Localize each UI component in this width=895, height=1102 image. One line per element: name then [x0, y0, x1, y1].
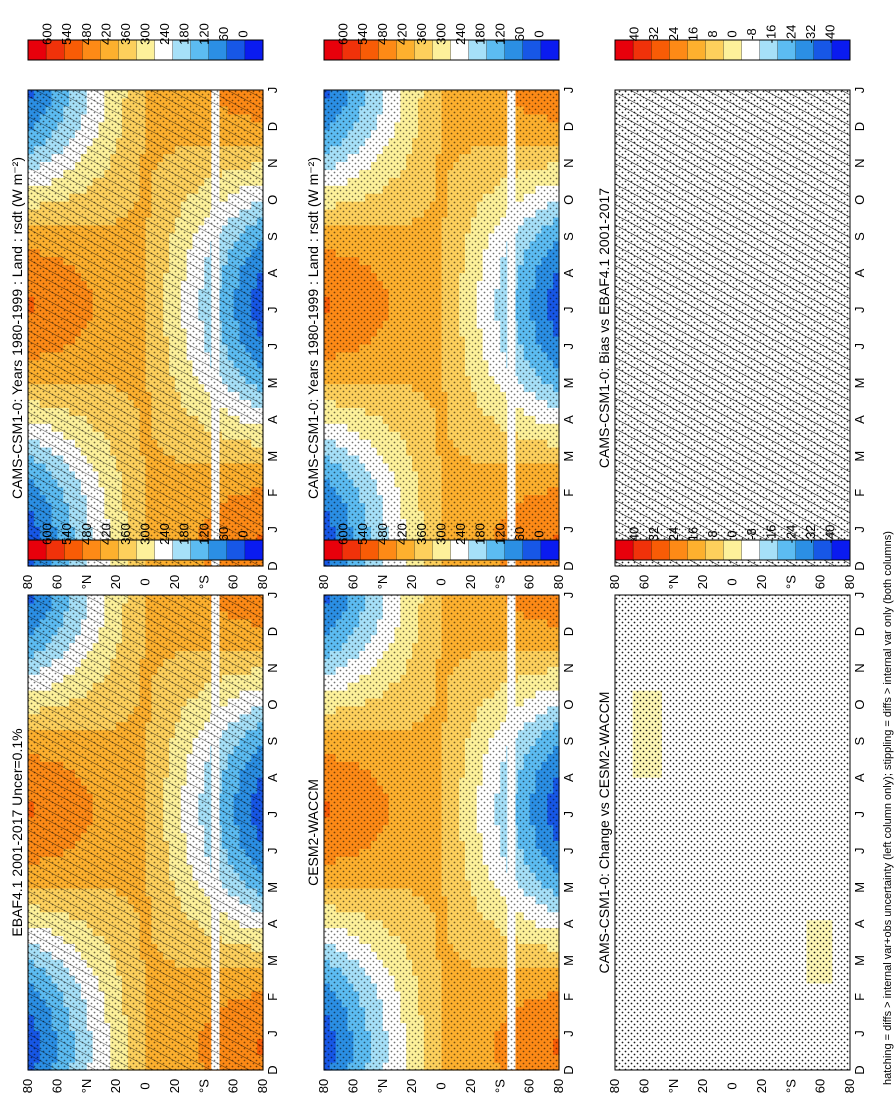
- colorbar-label: 60: [512, 27, 527, 41]
- colorbar-label: 120: [196, 23, 211, 45]
- colorbar-label: 420: [98, 23, 113, 45]
- month-tick-label: J: [561, 306, 576, 313]
- month-tick-label: N: [265, 159, 280, 168]
- month-tick-label: O: [265, 195, 280, 205]
- month-tick-label: A: [561, 268, 576, 277]
- colorbar-label: 540: [355, 23, 370, 45]
- colorbar-label: 180: [473, 23, 488, 45]
- colorbar-label: 600: [40, 23, 55, 45]
- lat-tick-label: °S: [196, 575, 211, 589]
- colorbar-label: 240: [157, 23, 172, 45]
- hatching-overlay: [28, 90, 263, 566]
- lat-tick-label: 60: [226, 575, 241, 589]
- panel-p2: 80 60 °N 20 0 20 °S 60 80 D J F M A M J J A S O N D J CAMS-CSM1…: [305, 23, 576, 589]
- lat-tick-label: 60: [49, 575, 64, 589]
- panels: 80 60 °N 20 0 20 °S 60 80 D J F M A M J J A S O N D J CAMS-CSM1…: [9, 23, 867, 1093]
- month-tick-label: M: [265, 451, 280, 462]
- colorbar-swatch: [540, 39, 560, 61]
- colorbar-label: 0: [235, 30, 250, 37]
- month-tick-label: O: [561, 195, 576, 205]
- month-tick-label: J: [561, 87, 576, 94]
- month-tick-label: F: [561, 489, 576, 497]
- colorbar: 600 540 480 420 360 300 240 180 120 60 0: [27, 23, 264, 61]
- colorbar-swatch: [226, 39, 246, 61]
- colorbar-label: 540: [59, 23, 74, 45]
- lat-tick-label: 80: [255, 575, 270, 589]
- month-tick-label: J: [265, 306, 280, 313]
- month-tick-label: N: [561, 159, 576, 168]
- lat-tick-label: 20: [463, 575, 478, 589]
- colorbar-label: 600: [336, 23, 351, 45]
- colorbar-swatch: [504, 39, 524, 61]
- stippling-overlay: [324, 90, 559, 566]
- lat-tick-label: °N: [79, 575, 94, 590]
- lat-tick-label: 80: [551, 575, 566, 589]
- colorbar-frame: [27, 39, 264, 61]
- month-tick-label: F: [265, 489, 280, 497]
- panel-title: CAMS-CSM1-0: Years 1980-1999 : Land : rs…: [305, 157, 321, 499]
- month-tick-label: D: [561, 561, 576, 570]
- month-tick-label: M: [561, 451, 576, 462]
- colorbar-label: 360: [414, 23, 429, 45]
- month-tick-label: J: [265, 87, 280, 94]
- month-tick-label: M: [561, 377, 576, 388]
- colorbar-label: 360: [118, 23, 133, 45]
- month-tick-label: D: [265, 122, 280, 131]
- month-tick-label: D: [561, 122, 576, 131]
- colorbar-swatch: [208, 39, 228, 61]
- month-tick-label: A: [561, 415, 576, 424]
- colorbar-swatch: [522, 39, 542, 61]
- month-tick-label: M: [265, 377, 280, 388]
- month-tick-label: J: [265, 343, 280, 350]
- colorbar-label: 60: [216, 27, 231, 41]
- colorbar: 600 540 480 420 360 300 240 180 120 60 0: [323, 23, 560, 61]
- lat-tick-label: 20: [108, 575, 123, 589]
- lat-tick-label: 80: [20, 575, 35, 589]
- colorbar-label: 240: [453, 23, 468, 45]
- month-tick-label: J: [265, 526, 280, 533]
- panel-p1: 80 60 °N 20 0 20 °S 60 80 D J F M A M J J A S O N D J CAMS-CSM1…: [9, 23, 280, 589]
- colorbar-label: 420: [394, 23, 409, 45]
- colorbar-label: 300: [138, 23, 153, 45]
- lat-tick-label: °N: [375, 575, 390, 590]
- colorbar-label: 480: [375, 23, 390, 45]
- month-tick-label: A: [265, 415, 280, 424]
- lat-tick-label: 60: [345, 575, 360, 589]
- lat-tick-label: 0: [434, 578, 449, 585]
- colorbar-label: 480: [79, 23, 94, 45]
- panel-title: CAMS-CSM1-0: Years 1980-1999 : Land : rs…: [9, 157, 25, 499]
- month-tick-label: S: [561, 232, 576, 241]
- month-tick-label: A: [265, 268, 280, 277]
- lat-tick-label: 60: [522, 575, 537, 589]
- month-tick-label: J: [561, 343, 576, 350]
- lat-tick-label: 20: [404, 575, 419, 589]
- colorbar-label: 180: [177, 23, 192, 45]
- lat-tick-label: 0: [138, 578, 153, 585]
- month-tick-label: J: [561, 526, 576, 533]
- colorbar-swatch: [244, 39, 264, 61]
- month-tick-label: S: [265, 232, 280, 241]
- lat-tick-label: °S: [492, 575, 507, 589]
- lat-tick-label: 80: [316, 575, 331, 589]
- lat-tick-label: 20: [167, 575, 182, 589]
- colorbar-label: 120: [492, 23, 507, 45]
- colorbar-label: 0: [531, 30, 546, 37]
- plot-frame: [27, 89, 264, 567]
- month-tick-label: D: [265, 561, 280, 570]
- colorbar-label: 300: [434, 23, 449, 45]
